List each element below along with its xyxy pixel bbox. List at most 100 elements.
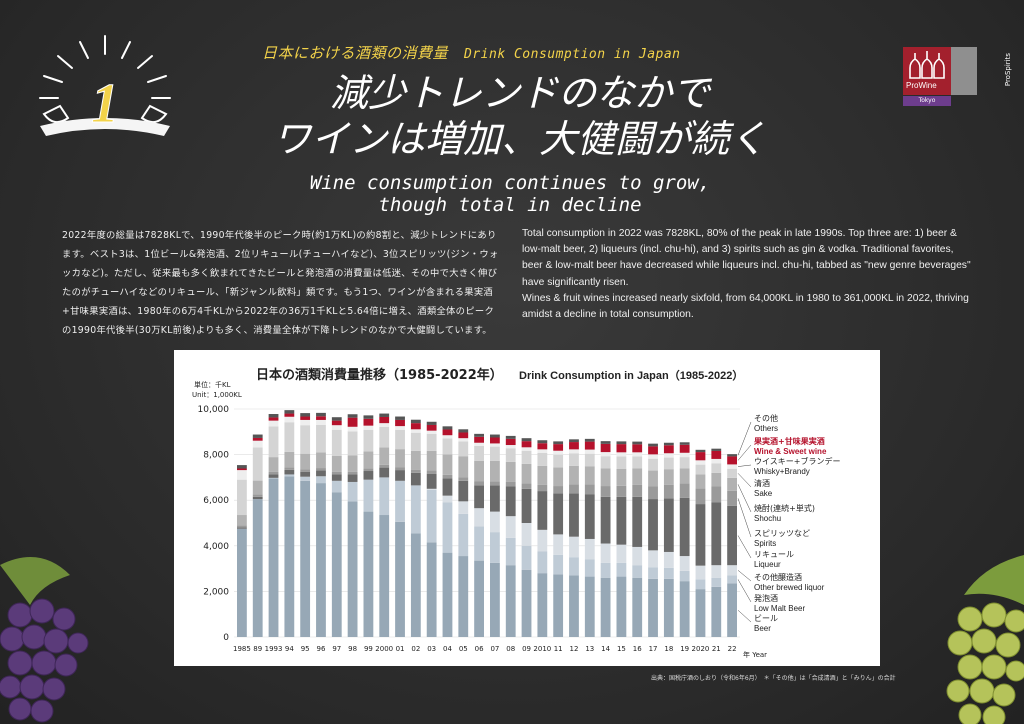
x-tick-label: 2010 — [533, 645, 551, 653]
bar-segment — [379, 447, 390, 465]
bar-segment — [316, 452, 326, 469]
bar-segment — [442, 435, 453, 439]
bar-segment — [584, 453, 595, 467]
bar-segment — [600, 562, 611, 578]
bar-segment — [600, 441, 611, 444]
bar-segment — [711, 586, 722, 637]
x-tick-label: 96 — [317, 645, 326, 653]
bar-segment — [663, 578, 674, 637]
bar-segment — [521, 463, 532, 484]
bar-segment — [284, 469, 295, 475]
legend-leader — [737, 498, 752, 538]
prowine-logo: ProWine ProSpirits — [903, 47, 1012, 95]
y-tick-label: 6,000 — [203, 496, 229, 506]
bar-segment — [584, 438, 595, 442]
bar-segment — [300, 425, 311, 454]
bar-segment — [490, 434, 500, 438]
bar-segment — [379, 515, 390, 637]
bar-segment — [490, 437, 500, 444]
bar-segment — [663, 445, 674, 454]
bar-segment — [505, 516, 516, 538]
bar-segment — [490, 485, 500, 512]
bar-segment — [237, 528, 247, 637]
bar-segment — [363, 425, 374, 430]
bar-segment — [410, 472, 421, 486]
subtitle: Wine consumption continues to grow, thou… — [270, 172, 750, 216]
x-tick-label: 05 — [459, 645, 468, 653]
bar-segment — [426, 430, 437, 434]
bar-segment — [600, 456, 611, 469]
bar-segment — [616, 562, 627, 577]
bar-segment — [632, 484, 643, 497]
bar-segment — [268, 474, 279, 478]
bar-segment — [426, 450, 437, 471]
bar-segment — [663, 453, 674, 458]
bar-segment — [395, 480, 405, 522]
legend-label-jp: その他醸造酒 — [754, 572, 802, 582]
bar-segment — [474, 433, 484, 437]
x-tick-label: 95 — [301, 645, 310, 653]
bar-segment — [395, 467, 405, 471]
body-en-1: Total consumption in 2022 was 7828KL, 80… — [522, 228, 971, 288]
x-tick-label: 97 — [332, 645, 341, 653]
bar-segment — [316, 470, 326, 477]
x-tick-label: 94 — [285, 645, 294, 653]
legend-leader — [737, 484, 752, 513]
x-tick-label: 15 — [617, 645, 626, 653]
bar-segment — [569, 536, 579, 558]
bar-segment — [474, 460, 484, 482]
bar-segment — [711, 577, 722, 587]
bar-segment — [679, 444, 690, 453]
bar-segment — [679, 452, 690, 458]
bar-segment — [363, 429, 374, 452]
bar-segment — [711, 458, 722, 464]
bar-segment — [316, 483, 326, 637]
bar-segment — [284, 413, 295, 417]
stacked-bar-chart: 日本の酒類消費量推移（1985-2022年） Drink Consumption… — [192, 367, 840, 659]
x-tick-label: 89 — [253, 645, 262, 653]
x-tick-label: 07 — [490, 645, 499, 653]
bar-segment — [284, 476, 295, 637]
bar-segment — [711, 472, 722, 487]
bar-segment — [316, 412, 326, 417]
y-tick-label: 2,000 — [203, 587, 229, 597]
bar-segment — [648, 486, 658, 500]
legend-label-en: Shochu — [754, 514, 781, 523]
bar-segment — [679, 581, 690, 637]
y-tick-label: 0 — [223, 633, 229, 643]
bar-segment — [379, 413, 390, 417]
bar-segment — [569, 575, 579, 637]
bar-segment — [711, 486, 722, 503]
x-tick-label: 02 — [411, 645, 420, 653]
bar-segment — [442, 438, 453, 455]
legend-label-en: Low Malt Beer — [754, 604, 805, 613]
bar-segment — [632, 577, 643, 637]
bar-segment — [727, 565, 737, 576]
legend-label-en: Others — [754, 424, 778, 433]
bar-segment — [505, 565, 516, 637]
bar-segment — [426, 470, 437, 474]
bar-segment — [521, 438, 532, 442]
bar-segment — [237, 465, 247, 469]
bar-segment — [616, 496, 627, 545]
bar-segment — [569, 484, 579, 494]
bar-segment — [600, 577, 611, 637]
bar-segment — [679, 457, 690, 469]
bar-segment — [268, 426, 279, 458]
x-tick-label: 98 — [348, 645, 357, 653]
bar-segment — [553, 441, 564, 445]
bar-segment — [584, 576, 595, 637]
bar-segment — [663, 551, 674, 568]
legend-leader — [737, 579, 752, 603]
bar-segment — [600, 496, 611, 544]
bar-segment — [569, 557, 579, 576]
bar-segment — [474, 445, 484, 461]
legend-leader — [737, 610, 752, 623]
y-tick-label: 8,000 — [203, 451, 229, 461]
bar-segment — [584, 538, 595, 560]
bar-segment — [505, 435, 516, 439]
bar-segment — [300, 469, 311, 472]
x-tick-label: 99 — [364, 645, 373, 653]
x-tick-label: 19 — [680, 645, 689, 653]
bar-segment — [711, 502, 722, 566]
